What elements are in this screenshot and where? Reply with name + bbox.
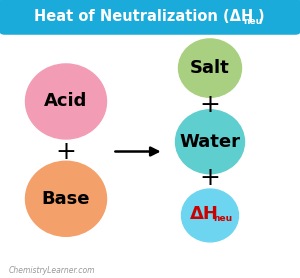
Text: +: + — [200, 93, 220, 117]
Text: Base: Base — [42, 190, 90, 208]
Text: Heat of Neutralization (ΔH: Heat of Neutralization (ΔH — [34, 9, 254, 24]
FancyBboxPatch shape — [0, 0, 300, 33]
Circle shape — [26, 64, 106, 139]
Text: Acid: Acid — [44, 93, 88, 110]
Text: ChemistryLearner.com: ChemistryLearner.com — [9, 266, 95, 275]
Text: ): ) — [257, 9, 264, 24]
Circle shape — [176, 110, 244, 174]
Text: +: + — [56, 140, 76, 163]
Circle shape — [182, 189, 238, 242]
Text: ΔH: ΔH — [190, 205, 219, 223]
Text: Water: Water — [179, 133, 241, 151]
Text: +: + — [200, 167, 220, 190]
Text: Salt: Salt — [190, 59, 230, 77]
Circle shape — [26, 161, 106, 236]
Text: neu: neu — [243, 17, 262, 26]
Circle shape — [178, 39, 242, 97]
Text: neu: neu — [213, 214, 232, 223]
